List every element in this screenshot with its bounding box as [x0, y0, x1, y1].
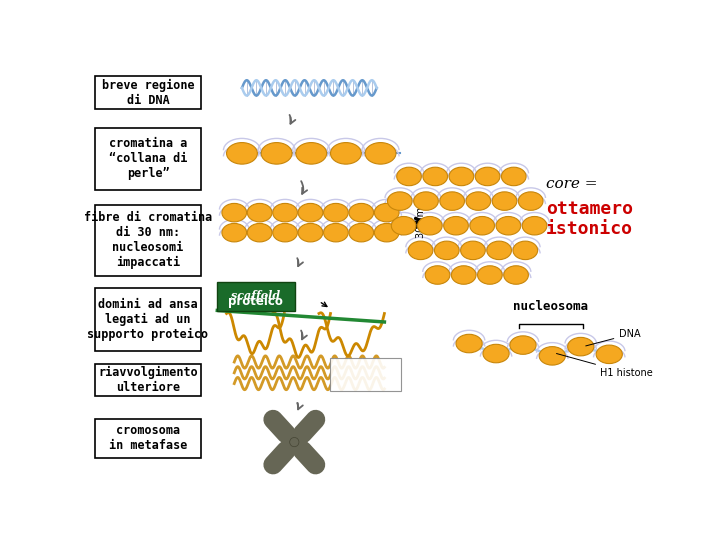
Ellipse shape — [374, 204, 399, 222]
Text: core =: core = — [546, 177, 598, 191]
Ellipse shape — [522, 217, 547, 235]
Ellipse shape — [423, 167, 448, 186]
Ellipse shape — [466, 192, 490, 211]
Ellipse shape — [567, 338, 594, 356]
Ellipse shape — [475, 167, 500, 186]
Ellipse shape — [392, 217, 416, 235]
Text: ottamero
istonico: ottamero istonico — [546, 200, 633, 238]
Text: H1 histone: H1 histone — [557, 354, 653, 378]
Text: cromatina a
“collana di
perle”: cromatina a “collana di perle” — [109, 137, 187, 180]
Ellipse shape — [518, 192, 543, 211]
Ellipse shape — [298, 224, 323, 242]
Ellipse shape — [483, 345, 509, 363]
FancyBboxPatch shape — [330, 358, 400, 390]
Ellipse shape — [261, 143, 292, 164]
Bar — [95, 76, 201, 110]
Ellipse shape — [289, 437, 299, 447]
Text: domini ad ansa
legati ad un
supporto proteico: domini ad ansa legati ad un supporto pro… — [87, 298, 209, 341]
Ellipse shape — [387, 192, 412, 211]
Ellipse shape — [298, 204, 323, 222]
Text: fibre di cromatina
di 30 nm:
nucleosomi
impaccati: fibre di cromatina di 30 nm: nucleosomi … — [84, 211, 212, 269]
Text: scaffold: scaffold — [231, 290, 280, 301]
FancyArrowPatch shape — [273, 420, 287, 434]
Ellipse shape — [349, 204, 374, 222]
Ellipse shape — [418, 217, 442, 235]
Ellipse shape — [296, 143, 327, 164]
FancyArrowPatch shape — [302, 450, 315, 465]
Ellipse shape — [408, 241, 433, 260]
Ellipse shape — [487, 241, 511, 260]
Ellipse shape — [426, 266, 450, 284]
Ellipse shape — [461, 241, 485, 260]
Ellipse shape — [444, 217, 468, 235]
Text: DNA: DNA — [586, 329, 641, 346]
Ellipse shape — [273, 204, 297, 222]
Ellipse shape — [513, 241, 538, 260]
Text: 30 nm: 30 nm — [416, 207, 426, 238]
Ellipse shape — [227, 143, 257, 164]
Ellipse shape — [492, 192, 517, 211]
Bar — [95, 128, 201, 190]
Ellipse shape — [470, 217, 495, 235]
Ellipse shape — [248, 204, 272, 222]
Ellipse shape — [501, 167, 526, 186]
Bar — [95, 419, 201, 457]
Ellipse shape — [440, 192, 464, 211]
Ellipse shape — [496, 217, 521, 235]
Ellipse shape — [323, 204, 348, 222]
Text: cromosoma
in metafase: cromosoma in metafase — [109, 424, 187, 453]
Ellipse shape — [323, 224, 348, 242]
Ellipse shape — [434, 241, 459, 260]
Ellipse shape — [414, 192, 438, 211]
Ellipse shape — [365, 143, 396, 164]
Ellipse shape — [349, 224, 374, 242]
Ellipse shape — [449, 167, 474, 186]
Text: nucleosoma: nucleosoma — [513, 300, 588, 313]
Ellipse shape — [397, 167, 421, 186]
FancyArrowPatch shape — [273, 450, 287, 465]
Text: breve regione
di DNA: breve regione di DNA — [102, 78, 194, 106]
Bar — [95, 205, 201, 276]
Ellipse shape — [248, 224, 272, 242]
Bar — [95, 288, 201, 351]
Ellipse shape — [456, 334, 482, 353]
Text: proteico: proteico — [228, 295, 283, 308]
Ellipse shape — [539, 347, 565, 365]
FancyArrowPatch shape — [302, 420, 315, 434]
Ellipse shape — [596, 345, 622, 363]
Ellipse shape — [273, 224, 297, 242]
Ellipse shape — [374, 224, 399, 242]
Text: riavvolgimento
ulteriore: riavvolgimento ulteriore — [98, 366, 198, 394]
Ellipse shape — [222, 204, 246, 222]
Ellipse shape — [504, 266, 528, 284]
Ellipse shape — [451, 266, 476, 284]
Ellipse shape — [222, 224, 246, 242]
Ellipse shape — [330, 143, 361, 164]
FancyBboxPatch shape — [217, 282, 295, 311]
Ellipse shape — [477, 266, 503, 284]
Ellipse shape — [510, 336, 536, 354]
Bar — [95, 363, 201, 396]
